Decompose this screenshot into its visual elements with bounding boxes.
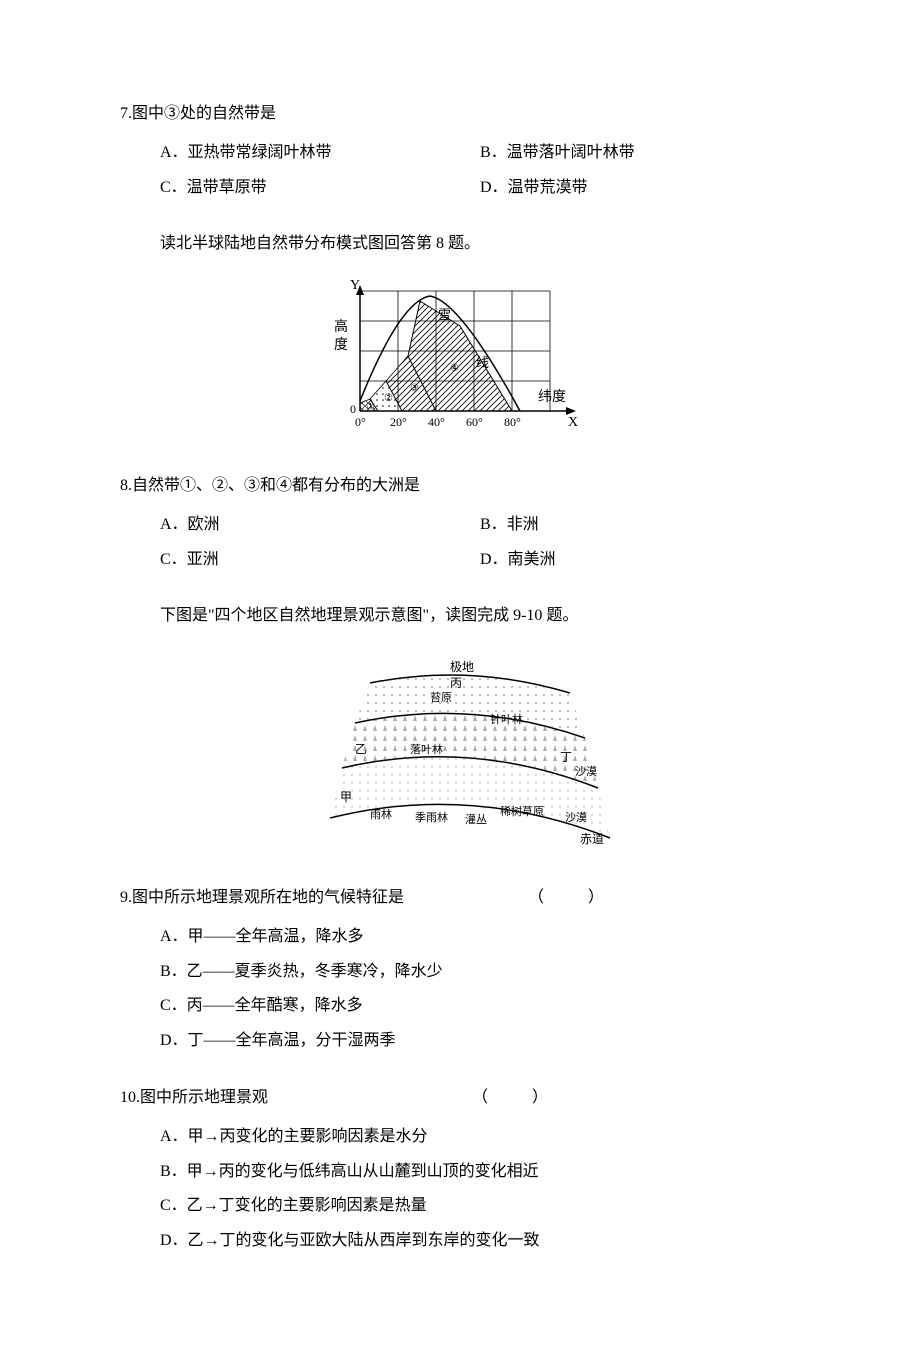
option-9d: D．丁——全年高温，分干湿两季 [120, 1027, 800, 1056]
option-7c: C．温带草原带 [160, 174, 480, 203]
svg-text:线: 线 [476, 355, 489, 370]
svg-text:灌丛: 灌丛 [465, 813, 487, 826]
question-7-options-row-1: A．亚热带常绿阔叶林带 B．温带落叶阔叶林带 [120, 139, 800, 168]
svg-text:雪: 雪 [438, 307, 451, 322]
svg-text:X: X [568, 415, 578, 430]
option-9c: C．丙——全年酷寒，降水多 [120, 992, 800, 1021]
question-10-title: 10.图中所示地理景观 （ ） [120, 1084, 800, 1113]
question-7-options-row-2: C．温带草原带 D．温带荒漠带 [120, 174, 800, 203]
question-9-title: 9.图中所示地理景观所在地的气候特征是 （ ） [120, 884, 800, 913]
svg-text:赤道: 赤道 [580, 832, 604, 846]
question-10-parens: （ ） [472, 1084, 568, 1113]
question-10-text: 10.图中所示地理景观 [120, 1084, 268, 1113]
svg-text:80°: 80° [504, 415, 521, 429]
option-7a: A．亚热带常绿阔叶林带 [160, 139, 480, 168]
svg-text:③: ③ [410, 383, 419, 394]
svg-text:②: ② [384, 393, 393, 404]
svg-text:60°: 60° [466, 415, 483, 429]
svg-text:丙: 丙 [450, 676, 462, 690]
svg-text:高: 高 [334, 318, 348, 335]
question-8-title: 8.自然带①、②、③和④都有分布的大洲是 [120, 472, 800, 501]
option-8c: C．亚洲 [160, 546, 480, 575]
option-10d: D．乙→丁的变化与亚欧大陆从西岸到东岸的变化一致 [120, 1227, 800, 1256]
question-10: 10.图中所示地理景观 （ ） A．甲→丙变化的主要影响因素是水分 B．甲→丙的… [120, 1084, 800, 1256]
figure-9-container: 极地 丙 苔原 针叶林 乙 落叶林 丁 沙漠 甲 雨林 季雨林 灌丛 稀树草原 … [120, 643, 800, 864]
svg-text:极地: 极地 [450, 660, 474, 674]
question-7: 7.图中③处的自然带是 A．亚热带常绿阔叶林带 B．温带落叶阔叶林带 C．温带草… [120, 100, 800, 202]
question-9: 9.图中所示地理景观所在地的气候特征是 （ ） A．甲——全年高温，降水多 B．… [120, 884, 800, 1056]
option-8b: B．非洲 [480, 511, 800, 540]
svg-text:40°: 40° [428, 415, 445, 429]
svg-text:0°: 0° [355, 415, 366, 429]
svg-text:甲: 甲 [340, 790, 352, 804]
option-8d: D．南美洲 [480, 546, 800, 575]
svg-text:①: ① [366, 401, 375, 412]
svg-text:0: 0 [350, 402, 356, 416]
question-8: 8.自然带①、②、③和④都有分布的大洲是 A．欧洲 B．非洲 C．亚洲 D．南美… [120, 472, 800, 574]
svg-text:沙漠: 沙漠 [565, 811, 587, 824]
context-q9-10: 下图是"四个地区自然地理景观示意图"，读图完成 9-10 题。 [120, 602, 800, 631]
svg-text:乙: 乙 [355, 742, 367, 756]
option-8a: A．欧洲 [160, 511, 480, 540]
svg-text:丁: 丁 [560, 750, 572, 764]
svg-text:季雨林: 季雨林 [415, 810, 448, 824]
question-8-options-row-1: A．欧洲 B．非洲 [120, 511, 800, 540]
svg-text:沙漠: 沙漠 [575, 765, 597, 778]
option-9b: B．乙——夏季炎热，冬季寒冷，降水少 [120, 958, 800, 987]
svg-text:度: 度 [334, 337, 348, 353]
option-7d: D．温带荒漠带 [480, 174, 800, 203]
svg-text:20°: 20° [390, 415, 407, 429]
figure-8-svg: Y 高 度 0° 20° 40° 60° 80° X 纬度 [120, 271, 800, 452]
svg-text:苔原: 苔原 [430, 690, 452, 704]
svg-text:稀树草原: 稀树草原 [500, 804, 544, 818]
figure-9-svg: 极地 丙 苔原 针叶林 乙 落叶林 丁 沙漠 甲 雨林 季雨林 灌丛 稀树草原 … [120, 643, 800, 864]
svg-text:雨林: 雨林 [370, 807, 392, 821]
question-9-parens: （ ） [528, 884, 624, 913]
svg-text:针叶林: 针叶林 [490, 712, 523, 726]
question-8-options-row-2: C．亚洲 D．南美洲 [120, 546, 800, 575]
question-9-text: 9.图中所示地理景观所在地的气候特征是 [120, 884, 404, 913]
option-9a: A．甲——全年高温，降水多 [120, 923, 800, 952]
context-q8: 读北半球陆地自然带分布模式图回答第 8 题。 [120, 230, 800, 259]
svg-text:落叶林: 落叶林 [410, 742, 443, 756]
option-10c: C．乙→丁变化的主要影响因素是热量 [120, 1192, 800, 1221]
option-10b: B．甲→丙的变化与低纬高山从山麓到山顶的变化相近 [120, 1158, 800, 1187]
svg-text:纬度: 纬度 [538, 389, 566, 405]
option-10a: A．甲→丙变化的主要影响因素是水分 [120, 1123, 800, 1152]
figure-8-container: Y 高 度 0° 20° 40° 60° 80° X 纬度 [120, 271, 800, 452]
svg-text:④: ④ [450, 363, 459, 374]
question-7-title: 7.图中③处的自然带是 [120, 100, 800, 129]
option-7b: B．温带落叶阔叶林带 [480, 139, 800, 168]
